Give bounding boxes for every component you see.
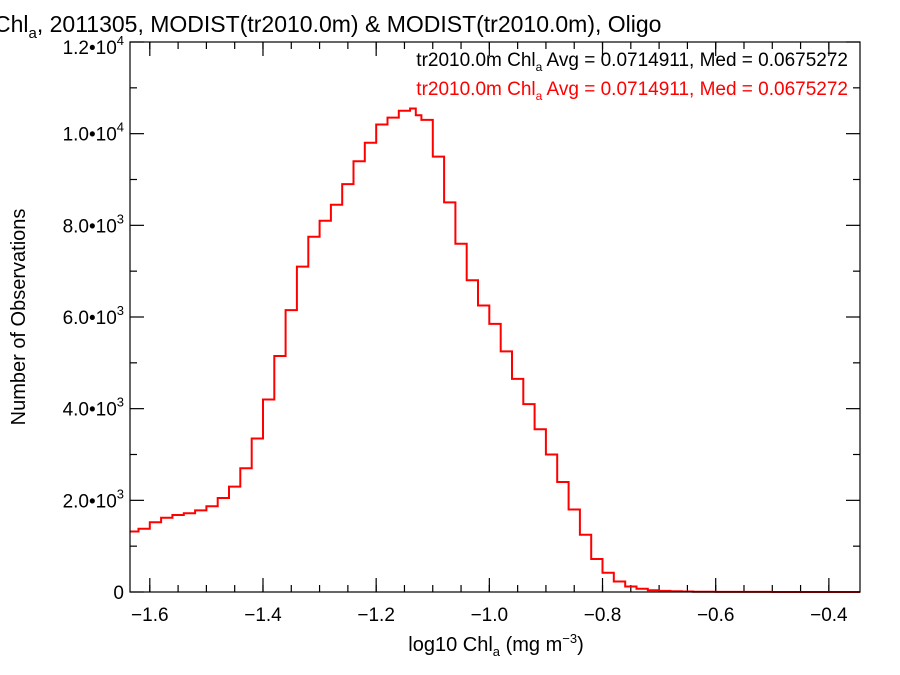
- x-tick-label: −1.2: [357, 605, 395, 626]
- y-tick-label: 0: [113, 583, 124, 604]
- x-tick-label: −1.4: [244, 605, 282, 626]
- series-line-0: [130, 107, 860, 593]
- x-tick-label: −1.0: [471, 605, 509, 626]
- x-axis: −1.6 −1.4 −1.2 −1.0 −0.8 −0.6 −0.4: [131, 42, 848, 626]
- x-tick-label: −1.6: [131, 605, 169, 626]
- series-layer: [130, 107, 860, 593]
- y-axis-label: Number of Observations: [8, 209, 30, 426]
- x-tick-label: −0.8: [584, 605, 622, 626]
- chart-title: Chla, 2011305, MODIST(tr2010.0m) & MODIS…: [0, 11, 661, 42]
- x-tick-label: −0.6: [697, 605, 735, 626]
- plot-frame: [129, 41, 861, 593]
- y-tick-label: 1.0•104: [63, 120, 124, 146]
- y-tick-label: 2.0•103: [63, 486, 124, 512]
- legend: tr2010.0m Chla Avg = 0.0714911, Med = 0.…: [416, 50, 848, 103]
- x-tick-label: −0.4: [810, 605, 848, 626]
- y-axis: 0 2.0•103 4.0•103 6.0•103 8.0•103 1.0•104 1.2•…: [63, 33, 860, 604]
- legend-entry-black: tr2010.0m Chla Avg = 0.0714911, Med = 0.…: [416, 50, 848, 74]
- y-tick-label: 8.0•103: [63, 211, 124, 237]
- x-axis-label: log10 Chla (mg m−3): [408, 631, 583, 659]
- y-tick-label: 6.0•103: [63, 303, 124, 329]
- y-tick-label: 4.0•103: [63, 395, 124, 421]
- y-tick-label: 1.2•104: [63, 33, 124, 59]
- legend-entry-red: tr2010.0m Chla Avg = 0.0714911, Med = 0.…: [416, 79, 848, 103]
